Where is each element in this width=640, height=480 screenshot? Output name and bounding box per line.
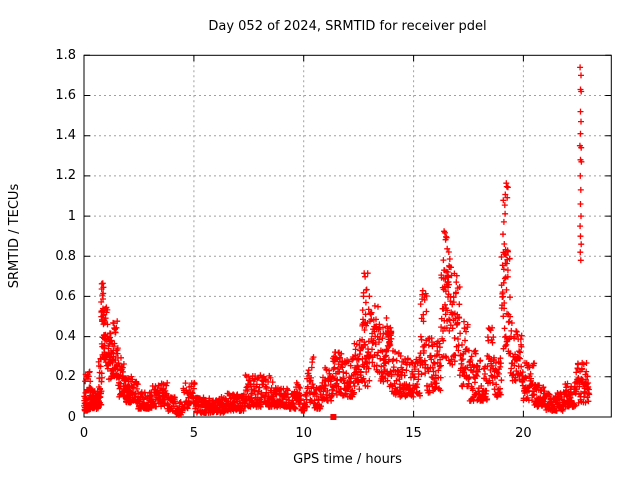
x-tick-label: 10 <box>295 426 312 441</box>
y-tick-label: 1.6 <box>55 87 76 103</box>
x-tick-label: 15 <box>405 426 422 441</box>
data-point-square-marker <box>330 414 337 420</box>
y-tick-label: 0.6 <box>55 288 76 304</box>
x-tick-label: 0 <box>79 426 89 441</box>
y-tick-label: 0 <box>67 409 76 425</box>
data-points-plus-markers <box>81 64 593 418</box>
y-tick-label: 0.8 <box>55 248 76 264</box>
x-tick-label: 20 <box>515 426 532 441</box>
y-tick-label: 0.2 <box>55 369 76 385</box>
y-tick-label: 0.4 <box>55 329 76 345</box>
y-tick-label: 1.8 <box>55 47 76 63</box>
chart-title: Day 052 of 2024, SRMTID for receiver pde… <box>208 19 487 34</box>
plot-border <box>83 54 612 418</box>
y-tick-label: 1.4 <box>55 128 76 144</box>
y-tick-label: 1 <box>67 208 76 224</box>
x-tick-label: 5 <box>189 426 198 441</box>
grid-lines <box>84 55 612 417</box>
y-tick-label: 1.2 <box>55 168 76 184</box>
x-axis-label: GPS time / hours <box>293 452 402 467</box>
